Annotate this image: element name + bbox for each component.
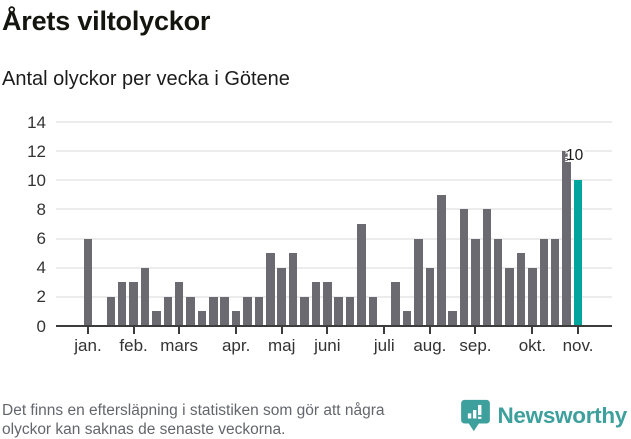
month-tick: [531, 327, 534, 334]
bar: [562, 151, 571, 326]
month-tick: [383, 327, 386, 334]
month-tick: [326, 327, 329, 334]
month-tick: [474, 327, 477, 334]
bar: [493, 238, 503, 326]
logo-badge-icon: [461, 399, 491, 432]
month-label: jan.: [74, 336, 102, 355]
bar: [266, 253, 275, 326]
month-tick: [577, 327, 579, 334]
chart-subtitle: Antal olyckor per vecka i Götene: [2, 68, 290, 90]
bar: [459, 209, 469, 326]
bar: [254, 296, 264, 326]
bar: [117, 282, 127, 326]
footer-note-line1: Det finns en eftersläpning i statistiken…: [2, 402, 385, 419]
month-tick: [428, 327, 431, 334]
bar: [402, 311, 412, 326]
bar: [163, 296, 173, 326]
month-tick: [280, 327, 283, 334]
month-tick: [87, 327, 89, 334]
highlight-bar: [573, 180, 583, 326]
bar: [83, 238, 93, 326]
month-label: aug.: [413, 336, 447, 355]
bar: [448, 311, 457, 326]
bar: [300, 296, 309, 326]
bar: [288, 253, 298, 326]
month-label: okt.: [518, 336, 547, 355]
bar: [357, 224, 366, 326]
y-axis-label: 2: [36, 287, 46, 307]
newsworthy-logo: Newsworthy: [461, 399, 627, 432]
bar: [209, 296, 218, 326]
bar: [437, 194, 446, 326]
month-label: apr.: [221, 336, 251, 355]
gridline: [56, 266, 612, 269]
month-label: juni: [314, 336, 341, 355]
bar: [334, 296, 343, 326]
month-label: feb.: [119, 336, 148, 355]
y-axis-label: 0: [36, 316, 46, 336]
bar: [368, 296, 378, 326]
bar: [516, 253, 526, 326]
bar: [550, 238, 560, 326]
bar: [471, 238, 480, 326]
bar: [220, 296, 229, 326]
footer-note: Det finns en eftersläpning i statistiken…: [2, 401, 462, 439]
footer-note-line2: olyckor kan saknas de senaste veckorna.: [2, 421, 286, 438]
y-axis-label: 8: [36, 199, 46, 219]
gridline: [56, 179, 612, 182]
y-axis-label: 14: [27, 112, 46, 132]
month-label: sep.: [459, 336, 492, 355]
bar: [505, 267, 514, 326]
bar: [140, 267, 150, 326]
bar: [539, 238, 549, 326]
bar: [174, 282, 184, 326]
bar: [345, 296, 355, 326]
month-label: mars: [160, 336, 199, 355]
bar: [106, 296, 116, 326]
month-tick: [178, 327, 181, 334]
bar: [277, 267, 286, 326]
bar: [482, 209, 492, 326]
gridline: [56, 150, 612, 153]
gridline: [56, 237, 612, 240]
bar-value-label: 10: [566, 147, 584, 165]
bar: [243, 296, 252, 326]
month-tick: [235, 327, 238, 334]
y-axis-label: 12: [27, 141, 46, 161]
month-label: nov.: [562, 336, 594, 355]
bar: [323, 282, 332, 326]
gridline: [56, 295, 612, 298]
y-axis-label: 4: [36, 258, 46, 278]
bar: [414, 238, 423, 326]
month-label: maj: [268, 336, 296, 355]
bar: [528, 267, 537, 326]
gridline: [56, 208, 612, 211]
logo-wordmark: Newsworthy: [497, 402, 627, 428]
bar: [197, 311, 207, 326]
bar: [186, 296, 195, 326]
chart-title: Årets viltolyckor: [2, 6, 211, 36]
month-label: juli: [373, 336, 395, 355]
y-axis-label: 10: [27, 170, 46, 190]
bar: [311, 282, 321, 326]
bar: [425, 267, 435, 326]
bar: [231, 311, 241, 326]
month-tick: [132, 327, 135, 334]
y-axis-label: 6: [36, 229, 46, 249]
bar: [391, 282, 400, 326]
x-axis-line: [56, 325, 612, 327]
gridline: [56, 121, 612, 123]
bar: [129, 282, 138, 326]
bar: [152, 311, 161, 326]
